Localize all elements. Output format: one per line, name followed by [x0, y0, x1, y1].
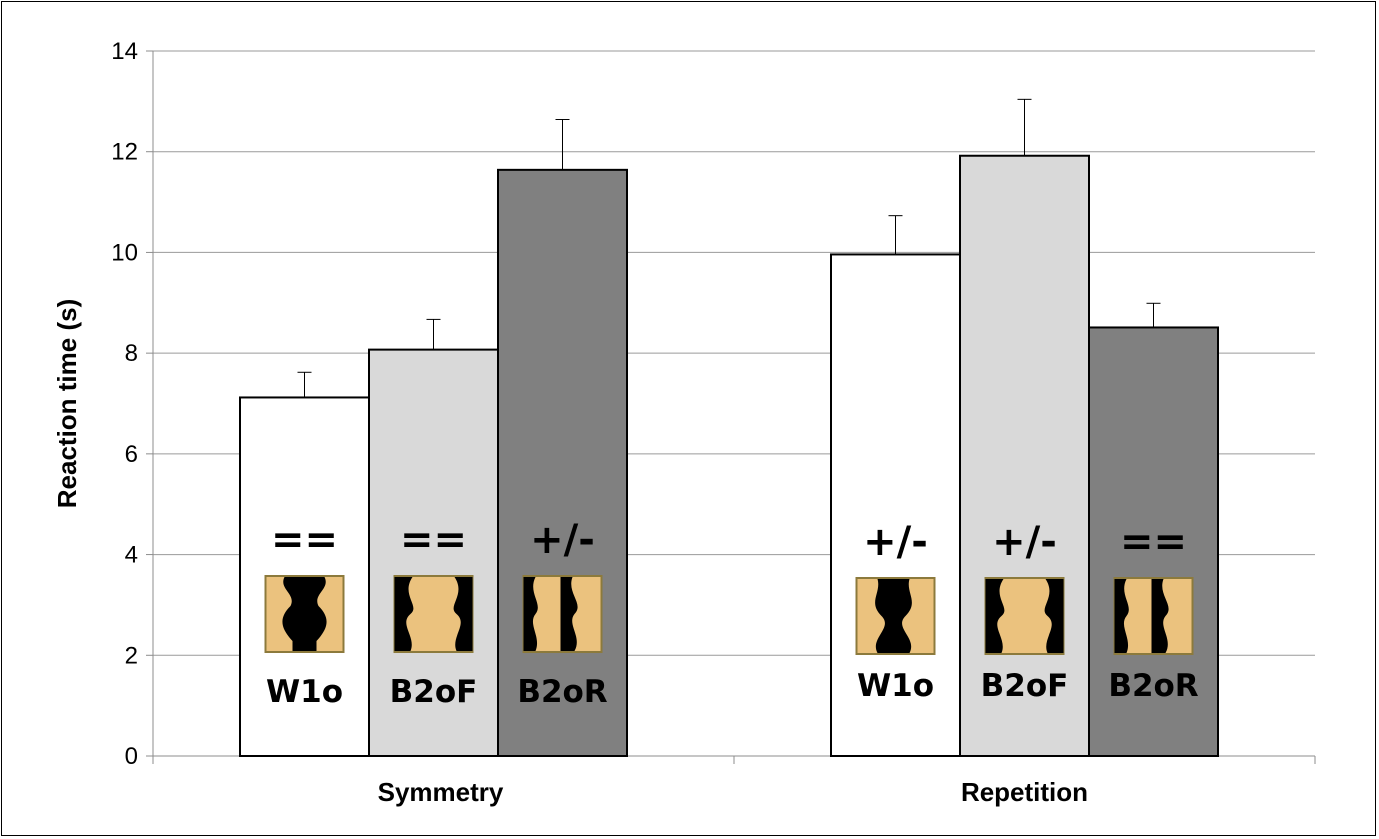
symmetry-symbol-label: +/-	[863, 519, 928, 565]
condition-label: B2oF	[390, 674, 478, 710]
y-tick-label: 4	[125, 542, 138, 569]
symmetry-symbol-label: +/-	[530, 517, 595, 563]
condition-label: W1o	[857, 668, 934, 704]
bar-group: +/- W1o	[831, 216, 960, 756]
condition-label: B2oR	[1108, 668, 1198, 704]
condition-label: B2oF	[981, 668, 1069, 704]
y-tick-label: 0	[125, 743, 138, 770]
condition-label: W1o	[266, 674, 343, 710]
bar-group: == W1o	[240, 372, 369, 756]
category-label: Symmetry	[378, 777, 504, 807]
y-axis-title: Reaction time (s)	[52, 299, 82, 509]
y-tick-label: 14	[111, 38, 138, 65]
y-tick-label: 12	[111, 139, 138, 166]
symmetry-symbol-label: ==	[400, 517, 467, 563]
category-label: Repetition	[961, 777, 1088, 807]
y-tick-label: 2	[125, 642, 138, 669]
bar	[498, 170, 627, 756]
bar-group: == B2oF	[369, 319, 498, 756]
bar-group: +/- B2oR	[498, 119, 627, 756]
bar	[960, 156, 1089, 756]
y-tick-label: 10	[111, 239, 138, 266]
y-tick-label: 6	[125, 441, 138, 468]
bar-group: +/- B2oF	[960, 99, 1089, 756]
symmetry-symbol-label: +/-	[992, 519, 1057, 565]
symmetry-symbol-label: ==	[1120, 519, 1187, 565]
symmetry-symbol-label: ==	[271, 517, 338, 563]
bar-group: == B2oR	[1089, 303, 1218, 756]
condition-label: B2oR	[517, 674, 607, 710]
y-tick-label: 8	[125, 340, 138, 367]
